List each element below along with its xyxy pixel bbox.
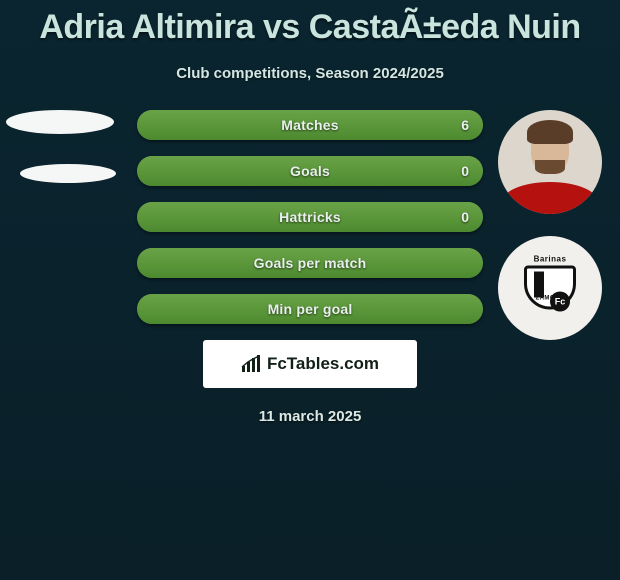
club-logo-top-text: Barinas [524, 255, 576, 264]
date-label: 11 march 2025 [0, 408, 620, 425]
club-logo: Barinas ZAMORA Fc [498, 236, 602, 340]
stat-value: 6 [461, 110, 469, 140]
player-photo [498, 110, 602, 214]
stat-row: Matches6 [137, 110, 483, 140]
placeholder-ellipse [20, 164, 116, 183]
stat-label: Goals [137, 156, 483, 186]
content-area: Barinas ZAMORA Fc Matches6Goals0Hattrick… [0, 110, 620, 425]
stat-rows: Matches6Goals0Hattricks0Goals per matchM… [137, 110, 483, 324]
page-title: Adria Altimira vs CastaÃ±eda Nuin [0, 0, 620, 47]
stat-label: Goals per match [137, 248, 483, 278]
brand-chart-icon [241, 355, 263, 373]
stat-row: Goals per match [137, 248, 483, 278]
stat-row: Goals0 [137, 156, 483, 186]
left-player-column [6, 110, 116, 213]
stat-value: 0 [461, 156, 469, 186]
placeholder-ellipse [6, 110, 114, 134]
stat-value: 0 [461, 202, 469, 232]
right-player-column: Barinas ZAMORA Fc [498, 110, 602, 362]
stat-row: Min per goal [137, 294, 483, 324]
club-logo-fc-text: Fc [550, 292, 570, 312]
stat-label: Matches [137, 110, 483, 140]
stat-label: Min per goal [137, 294, 483, 324]
brand-box: FcTables.com [203, 340, 417, 388]
page-subtitle: Club competitions, Season 2024/2025 [0, 65, 620, 82]
brand-text: FcTables.com [267, 354, 379, 374]
stat-label: Hattricks [137, 202, 483, 232]
stat-row: Hattricks0 [137, 202, 483, 232]
